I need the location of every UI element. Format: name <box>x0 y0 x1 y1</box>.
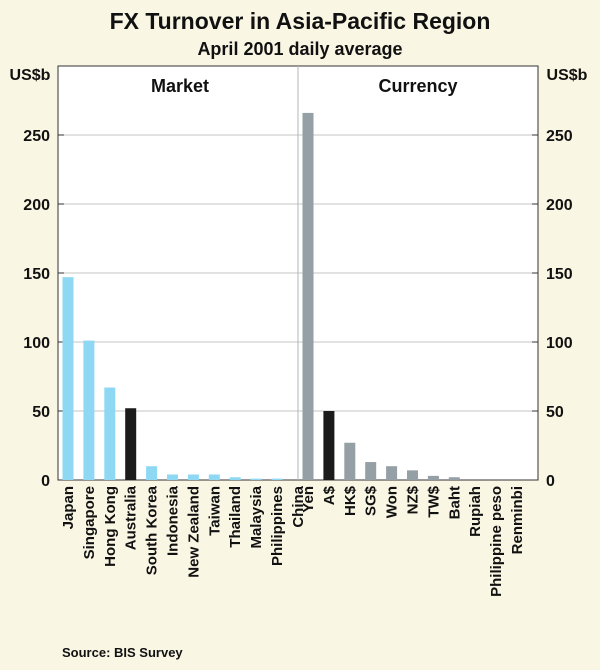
bar <box>344 442 356 480</box>
bar <box>229 477 241 480</box>
y-axis-ticks: 0 0 50 50 100 100 150 150 200 200 250 250 <box>23 128 573 490</box>
category-label: Renminbi <box>509 486 526 554</box>
y-tick-label-left: 150 <box>23 266 50 283</box>
category-label: Yen <box>300 486 317 513</box>
y-tick-label-right: 200 <box>546 197 573 214</box>
panel-label-market: Market <box>151 76 209 96</box>
category-label: Rupiah <box>467 486 484 537</box>
y-unit-right: US$b <box>547 67 588 84</box>
y-tick-label-left: 250 <box>23 128 50 145</box>
category-label: Hong Kong <box>102 486 119 567</box>
category-label: Japan <box>60 486 77 529</box>
category-label: Malaysia <box>248 485 265 548</box>
chart-subtitle: April 2001 daily average <box>197 39 402 59</box>
bar <box>407 470 418 480</box>
bar <box>146 466 158 480</box>
category-label: Australia <box>123 485 140 550</box>
category-label: A$ <box>321 485 338 505</box>
bar <box>250 478 262 480</box>
category-label: HK$ <box>342 485 359 516</box>
bar <box>62 277 74 480</box>
category-labels: Japan Singapore Hong Kong Australia South Ko… <box>60 485 526 597</box>
panel-label-currency: Currency <box>378 76 457 96</box>
y-tick-label-right: 150 <box>546 266 573 283</box>
bar <box>427 475 439 480</box>
bar <box>187 474 199 480</box>
y-tick-label-right: 50 <box>546 404 564 421</box>
bar <box>302 112 314 481</box>
category-label: Singapore <box>81 486 98 559</box>
bar <box>448 477 460 480</box>
bar <box>104 387 116 480</box>
category-label: China <box>290 485 307 527</box>
source-note: Source: BIS Survey <box>62 645 183 660</box>
category-label: Won <box>384 486 401 518</box>
y-unit-left: US$b <box>10 67 51 84</box>
category-label: Taiwan <box>206 486 223 536</box>
category-label: Thailand <box>227 486 244 548</box>
category-label: TW$ <box>425 485 442 517</box>
y-tick-label-left: 200 <box>23 197 50 214</box>
category-label: Baht <box>446 486 463 519</box>
bar <box>125 408 137 480</box>
bar <box>386 466 398 480</box>
category-label: New Zealand <box>185 486 202 578</box>
bar <box>208 474 220 480</box>
category-label: SG$ <box>363 485 380 516</box>
y-tick-label-left: 50 <box>32 404 50 421</box>
chart-title: FX Turnover in Asia-Pacific Region <box>110 8 491 34</box>
bar <box>167 474 178 480</box>
bar <box>83 340 95 480</box>
bar <box>271 478 283 480</box>
bar <box>323 411 335 480</box>
y-tick-label-right: 0 <box>546 473 555 490</box>
category-label: Philippine peso <box>488 486 505 597</box>
category-label: South Korea <box>144 485 161 575</box>
category-label: Philippines <box>269 486 286 566</box>
category-label: NZ$ <box>405 485 422 514</box>
y-tick-label-right: 100 <box>546 335 573 352</box>
bars <box>62 112 460 481</box>
y-tick-label-right: 250 <box>546 128 573 145</box>
category-label: Indonesia <box>165 485 182 556</box>
y-tick-label-left: 100 <box>23 335 50 352</box>
y-tick-label-left: 0 <box>41 473 50 490</box>
bar <box>365 462 377 480</box>
